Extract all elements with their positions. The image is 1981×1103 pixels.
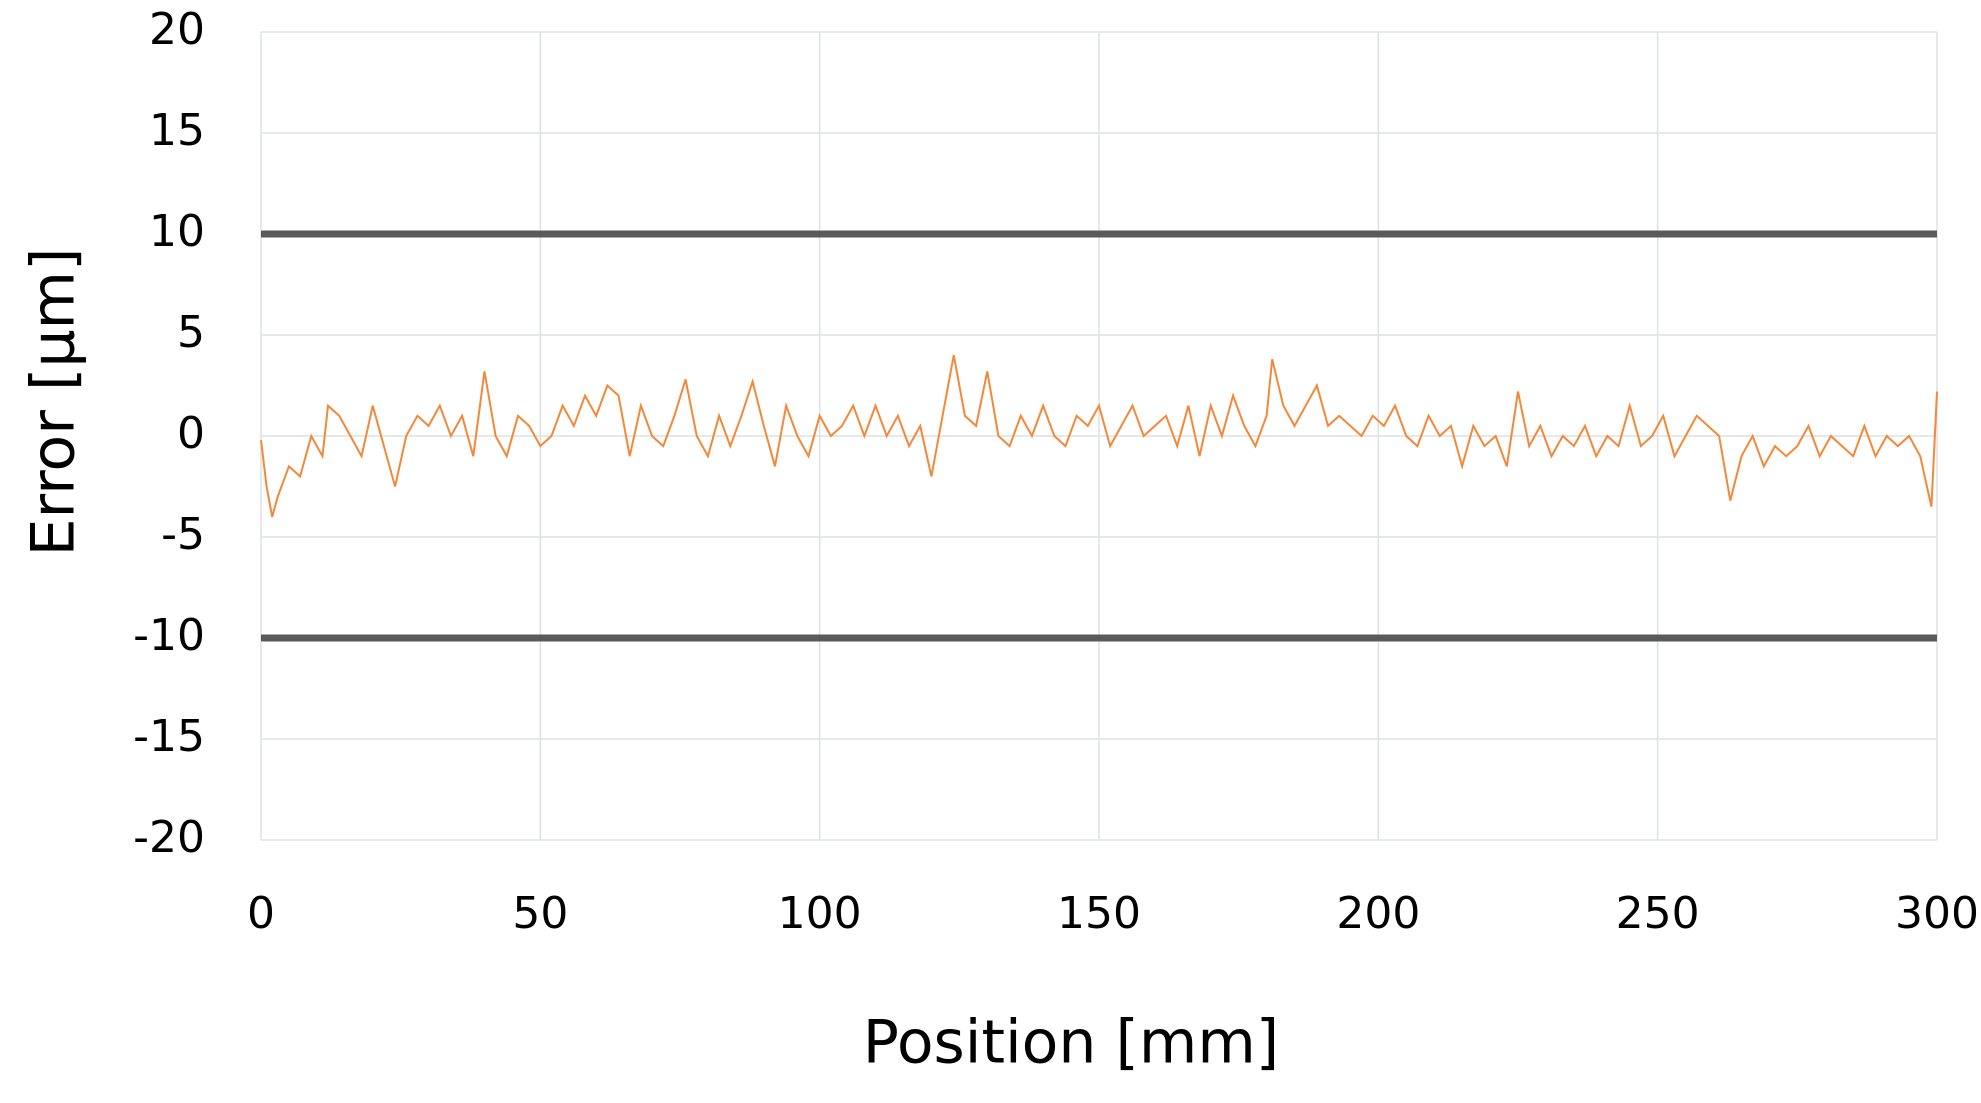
y-tick-label: -10	[133, 610, 205, 661]
x-tick-label: 0	[247, 888, 275, 939]
y-tick-label: -20	[133, 812, 205, 863]
y-tick-label: 0	[177, 408, 205, 459]
y-tick-label: 15	[149, 105, 205, 156]
y-tick-label: -5	[161, 509, 205, 560]
x-tick-label: 150	[1057, 888, 1141, 939]
x-tick-label: 100	[778, 888, 862, 939]
x-tick-label: 50	[512, 888, 568, 939]
x-tick-label: 200	[1336, 888, 1420, 939]
y-tick-label: -15	[133, 711, 205, 762]
data-line	[260, 355, 1938, 518]
y-tick-label: 5	[177, 307, 205, 358]
y-axis-title: Error [µm]	[19, 248, 89, 557]
x-tick-label: 300	[1895, 888, 1979, 939]
y-tick-label: 20	[149, 4, 205, 55]
y-tick-label: 10	[149, 206, 205, 257]
x-axis-title: Position [mm]	[863, 1008, 1279, 1078]
x-tick-label: 250	[1616, 888, 1700, 939]
